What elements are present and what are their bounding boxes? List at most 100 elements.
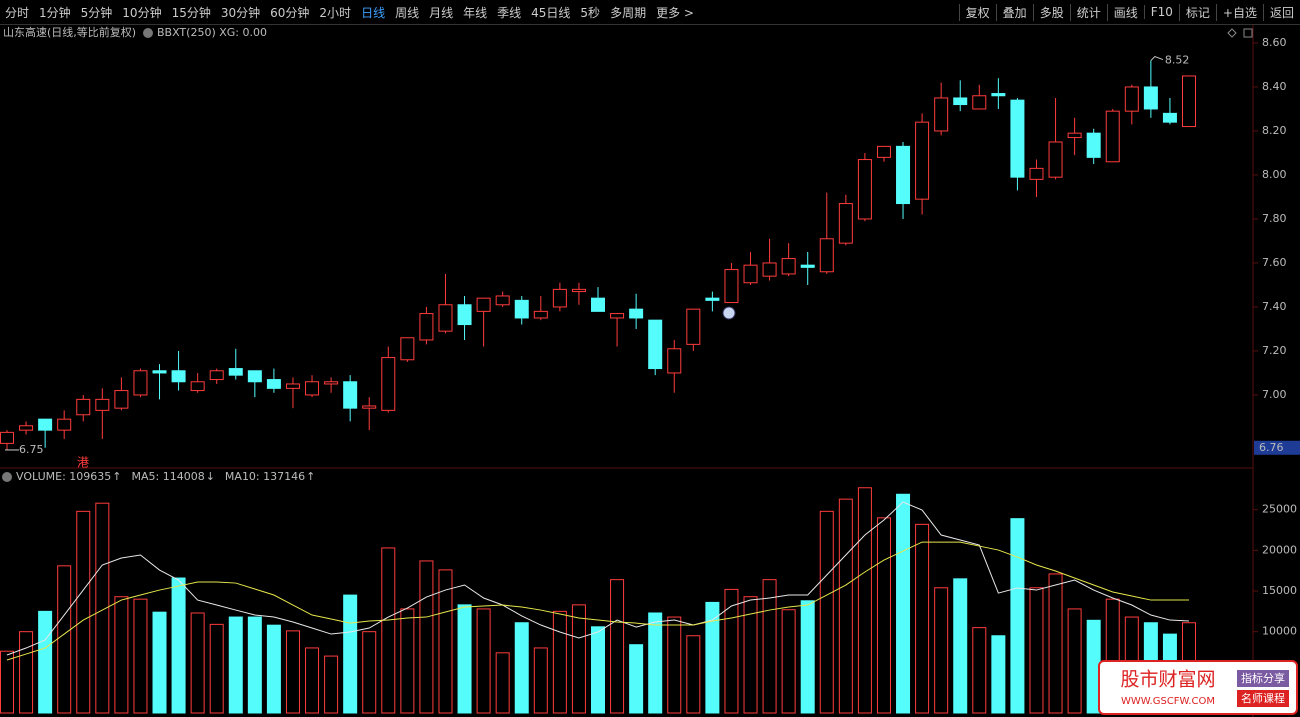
toolbar-item[interactable]: 30分钟 xyxy=(220,5,261,20)
volume-bar xyxy=(915,523,930,714)
candle-body xyxy=(819,238,834,273)
volume-bar xyxy=(57,565,72,714)
candle-body xyxy=(171,370,186,383)
icon[interactable] xyxy=(1243,28,1253,38)
candle-body xyxy=(476,297,491,312)
volume-bar xyxy=(686,635,701,714)
candle-body xyxy=(591,297,605,312)
candle-body xyxy=(1067,132,1082,139)
volume-bar xyxy=(209,623,224,714)
indicator: BBXT(250) XG: 0.00 xyxy=(157,26,267,39)
candle-body xyxy=(190,381,205,392)
candle-body xyxy=(381,357,396,411)
volume-bar xyxy=(457,604,472,714)
ma-line xyxy=(6,541,1189,661)
chart-title: 山东高速(日线,等比前复权) xyxy=(3,25,136,39)
volume-bar xyxy=(533,647,548,714)
toolbar-item[interactable]: 分时 xyxy=(5,5,30,20)
toolbar-item[interactable]: 画线 xyxy=(1106,3,1144,21)
volume-bar xyxy=(76,510,91,714)
volume-bar xyxy=(762,579,777,714)
toolbar-item[interactable]: 1分钟 xyxy=(39,5,71,20)
toolbar-item[interactable]: 月线 xyxy=(429,5,454,20)
y-tick-label: 8.00 xyxy=(1262,168,1287,181)
volume-bar xyxy=(819,510,834,714)
toolbar-item[interactable]: 多股 xyxy=(1032,3,1070,21)
volume-bar xyxy=(648,612,663,714)
toolbar-item[interactable]: 5分钟 xyxy=(80,5,113,20)
volume-bar xyxy=(800,600,815,714)
candle-body xyxy=(305,381,320,396)
volume-bar xyxy=(495,652,510,714)
volume-bar xyxy=(629,644,644,714)
y-tick-label: 20000 xyxy=(1262,543,1297,556)
toolbar-item[interactable]: 多周期 xyxy=(610,5,647,20)
y-tick-label: 7.60 xyxy=(1262,256,1287,269)
toolbar-item[interactable]: 季线 xyxy=(497,5,522,20)
volume-bar xyxy=(953,578,968,714)
watermark-tag xyxy=(1237,690,1289,707)
y-tick-label: 8.60 xyxy=(1262,36,1287,49)
volume-bar xyxy=(705,601,720,714)
toolbar-item[interactable]: 标记 xyxy=(1178,3,1216,21)
candle-body xyxy=(324,381,339,385)
candle-body xyxy=(133,370,148,396)
y-tick-label: 15000 xyxy=(1262,584,1297,597)
volume-bar xyxy=(0,650,14,714)
volume-bar xyxy=(114,596,129,714)
toolbar-item[interactable]: 更多 > xyxy=(656,5,694,20)
toolbar-item[interactable]: 复权 xyxy=(958,3,996,21)
volume-bar xyxy=(190,612,205,714)
toolbar-item[interactable]: 返回 xyxy=(1262,3,1300,21)
volume-bar xyxy=(476,608,491,714)
volume-bar xyxy=(972,627,987,714)
toolbar-item[interactable]: 日线 xyxy=(361,5,386,20)
candle-body xyxy=(438,304,453,332)
volume-bar xyxy=(266,624,281,714)
toolbar-item[interactable]: +自选 xyxy=(1215,3,1263,21)
candle-body xyxy=(838,203,853,244)
icon[interactable] xyxy=(143,28,153,38)
toolbar-item[interactable]: 年线 xyxy=(463,5,488,20)
ma-line xyxy=(6,501,1190,656)
toolbar-item[interactable]: 统计 xyxy=(1069,3,1107,21)
toolbar-item[interactable]: 45日线 xyxy=(531,5,571,20)
volume-bar xyxy=(1010,518,1025,714)
candle-body xyxy=(991,93,1006,97)
volume-bar xyxy=(38,610,53,714)
candle-body xyxy=(1143,86,1158,110)
watermark-tag-text: 名师课程 xyxy=(1241,691,1285,705)
candle-body xyxy=(667,348,682,374)
toolbar-item[interactable]: 15分钟 xyxy=(171,5,211,20)
candle-body xyxy=(610,313,625,319)
legend-entry: VOLUME: 109635 xyxy=(16,470,111,483)
volume-bar xyxy=(724,588,739,714)
candle-body xyxy=(915,121,930,200)
toolbar-item[interactable]: 60分钟 xyxy=(270,5,310,20)
toolbar-item[interactable]: 周线 xyxy=(395,5,420,20)
volume-bar xyxy=(362,631,377,714)
volume-bar xyxy=(419,560,434,714)
tool-buttons: 复权 叠加 多股 统计 画线 F10 标记 +自选 返回 xyxy=(958,3,1300,21)
toolbar-item[interactable]: 2小时 xyxy=(319,5,352,20)
candle-body xyxy=(343,381,358,409)
icon[interactable] xyxy=(1227,28,1237,38)
candle-body xyxy=(629,308,644,319)
candle-body xyxy=(266,379,281,389)
volume-bar xyxy=(610,579,625,714)
icon[interactable] xyxy=(2,472,12,482)
candle-body xyxy=(95,398,110,411)
legend-arrow: ↓ xyxy=(206,470,215,483)
toolbar-item[interactable]: 5秒 xyxy=(580,5,601,20)
toolbar-item[interactable]: 叠加 xyxy=(995,3,1033,21)
toolbar-item[interactable]: F10 xyxy=(1143,5,1179,19)
watermark-tag xyxy=(1237,670,1289,687)
candle-body xyxy=(934,97,949,132)
toolbar-item[interactable]: 10分钟 xyxy=(122,5,162,20)
volume-bar xyxy=(400,608,415,714)
legend-arrow: ↑ xyxy=(306,470,315,483)
volume-bar xyxy=(171,577,186,714)
y-tick-label: 8.40 xyxy=(1262,80,1287,93)
volume-bar xyxy=(896,493,911,714)
event-icon[interactable] xyxy=(722,306,736,320)
